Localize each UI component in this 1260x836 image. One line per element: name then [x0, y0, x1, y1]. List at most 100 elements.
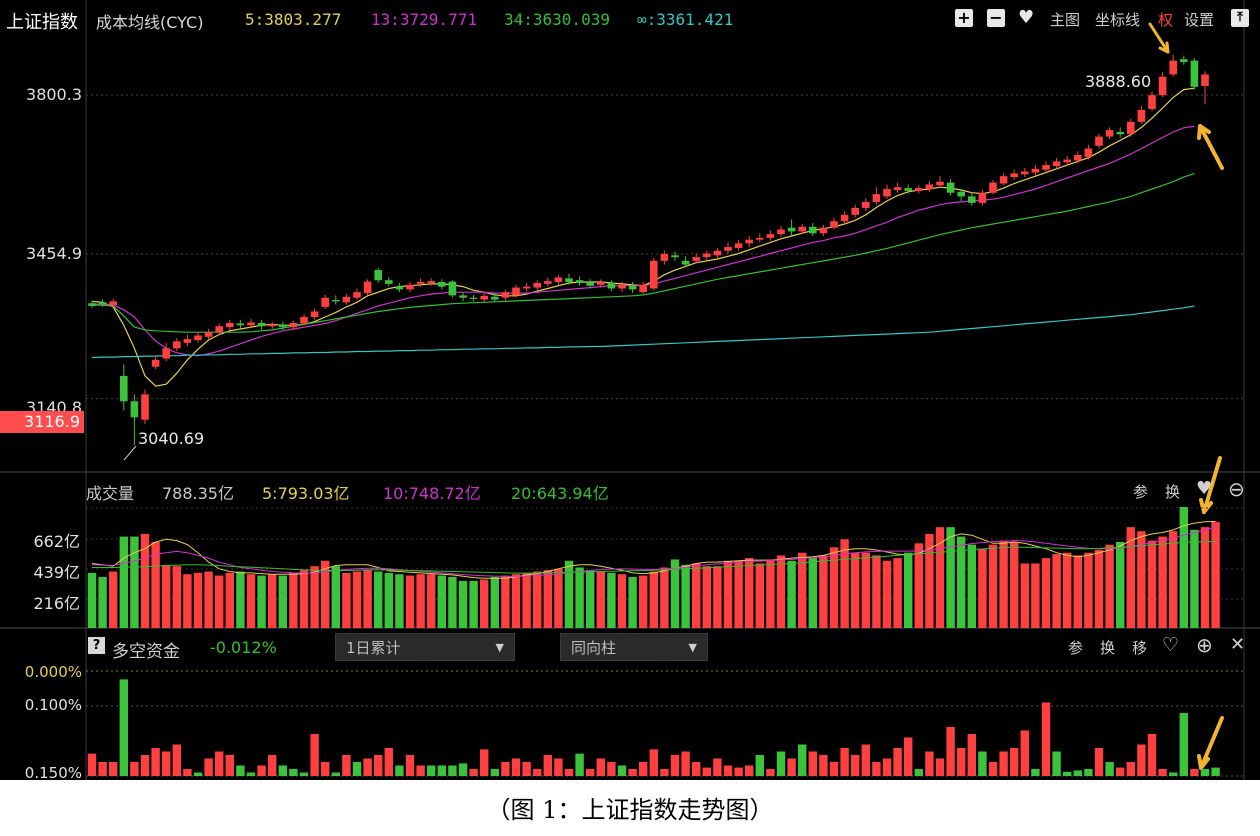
flow-bar: [416, 765, 425, 776]
candle: [1158, 76, 1167, 96]
volume-bar: [278, 575, 287, 628]
candle: [289, 323, 298, 328]
flow-bar: [893, 748, 902, 776]
volume-param-button[interactable]: 参: [1133, 483, 1149, 501]
flow-bar: [851, 755, 860, 776]
flow-bar: [1147, 734, 1157, 776]
candle: [448, 281, 457, 296]
volume-bar: [374, 571, 383, 628]
volume-bar: [1179, 507, 1188, 628]
volume-ma-line-20: [92, 540, 1216, 574]
export-icon[interactable]: ⤒: [1231, 9, 1249, 27]
settings-button[interactable]: 设置: [1184, 11, 1215, 29]
flow-bar: [183, 769, 192, 776]
volume-bar: [427, 574, 436, 628]
candle: [936, 181, 944, 186]
axis-line-button[interactable]: 坐标线: [1095, 11, 1141, 29]
heart-icon[interactable]: ♥: [1018, 7, 1035, 28]
bar-mode-dropdown[interactable]: 同向柱 ▼: [560, 633, 708, 661]
flow-bar: [554, 758, 563, 776]
flow-bar: [776, 751, 786, 776]
flow-bar: [798, 744, 807, 776]
chevron-down-icon: ▼: [688, 641, 697, 654]
volume-bar: [140, 533, 150, 628]
candle: [745, 239, 753, 244]
candle: [586, 282, 594, 286]
plus-icon[interactable]: +: [955, 9, 973, 27]
candle: [1116, 131, 1124, 135]
flow-bar: [289, 769, 298, 776]
candle: [363, 281, 372, 294]
volume-switch-button[interactable]: 换: [1165, 483, 1181, 501]
flow-switch-button[interactable]: 换: [1100, 639, 1116, 657]
volume-bar: [1147, 540, 1157, 628]
volume-bar: [692, 563, 701, 628]
candle: [1190, 60, 1199, 87]
candle: [1169, 60, 1177, 75]
main-chart-button[interactable]: 主图: [1050, 11, 1081, 29]
volume-bar: [999, 540, 1008, 628]
volume-bar: [225, 572, 234, 628]
candle: [544, 281, 552, 284]
flow-bar: [1179, 713, 1188, 776]
flow-bar: [639, 762, 648, 776]
candle: [438, 282, 446, 287]
candle: [480, 295, 488, 300]
volume-bar: [776, 555, 786, 628]
flow-bar: [278, 765, 287, 776]
flow-bar: [1052, 751, 1061, 776]
volume-bar: [1211, 522, 1220, 628]
flow-bar: [480, 749, 489, 776]
indicator-name: 成本均线(CYC): [96, 13, 204, 32]
flow-bar: [225, 755, 234, 776]
rights-button[interactable]: 权: [1158, 11, 1174, 29]
candle: [469, 297, 478, 299]
volume-bar: [681, 564, 690, 628]
volume-bar: [755, 563, 764, 628]
low-pointer: [123, 445, 137, 461]
candle: [257, 323, 266, 327]
candle: [862, 201, 870, 208]
close-icon[interactable]: ✕: [1230, 634, 1246, 655]
volume-bar: [172, 566, 181, 628]
low-label: 3040.69: [138, 429, 205, 448]
bar-mode-dropdown-value: 同向柱: [571, 639, 617, 657]
candle: [692, 257, 700, 261]
volume-bar: [469, 580, 478, 628]
index-title: 上证指数: [6, 12, 78, 33]
accumulate-dropdown[interactable]: 1日累计 ▼: [335, 633, 515, 661]
flow-bar: [1031, 769, 1040, 776]
candle: [766, 234, 775, 238]
chart-svg: [0, 0, 1260, 780]
volume-bar: [798, 552, 807, 628]
flow-move-button[interactable]: 移: [1132, 639, 1148, 657]
volume-bar: [872, 555, 881, 628]
flow-bar: [702, 767, 711, 776]
flow-heart-icon[interactable]: ♡: [1162, 634, 1180, 656]
candle: [893, 187, 902, 190]
candle: [141, 394, 149, 420]
candle: [650, 260, 658, 289]
help-icon[interactable]: ?: [88, 637, 105, 654]
flow-bar: [713, 758, 722, 776]
zoom-in-icon[interactable]: ⊕: [1196, 633, 1213, 657]
candle: [1031, 168, 1040, 173]
candle: [840, 214, 849, 222]
volume-bar: [193, 572, 203, 628]
flow-param-button[interactable]: 参: [1068, 639, 1084, 657]
flow-bar: [1116, 767, 1125, 776]
flow-bar: [1137, 744, 1146, 776]
minus-icon[interactable]: −: [987, 9, 1005, 27]
zoom-out-icon[interactable]: ⊖: [1228, 477, 1245, 501]
volume-bar: [851, 552, 860, 628]
flow-tick-0100: 0.100%: [24, 696, 82, 714]
flow-bar: [1200, 769, 1210, 776]
annotation-arrow: [1148, 22, 1170, 54]
candle: [88, 303, 96, 306]
volume-heart-icon[interactable]: ♥: [1196, 478, 1213, 499]
candle: [204, 332, 213, 337]
candle: [756, 237, 764, 240]
volume-bar: [1010, 541, 1019, 628]
volume-ma20: 20:643.94亿: [511, 484, 609, 503]
flow-bar: [1211, 767, 1220, 776]
